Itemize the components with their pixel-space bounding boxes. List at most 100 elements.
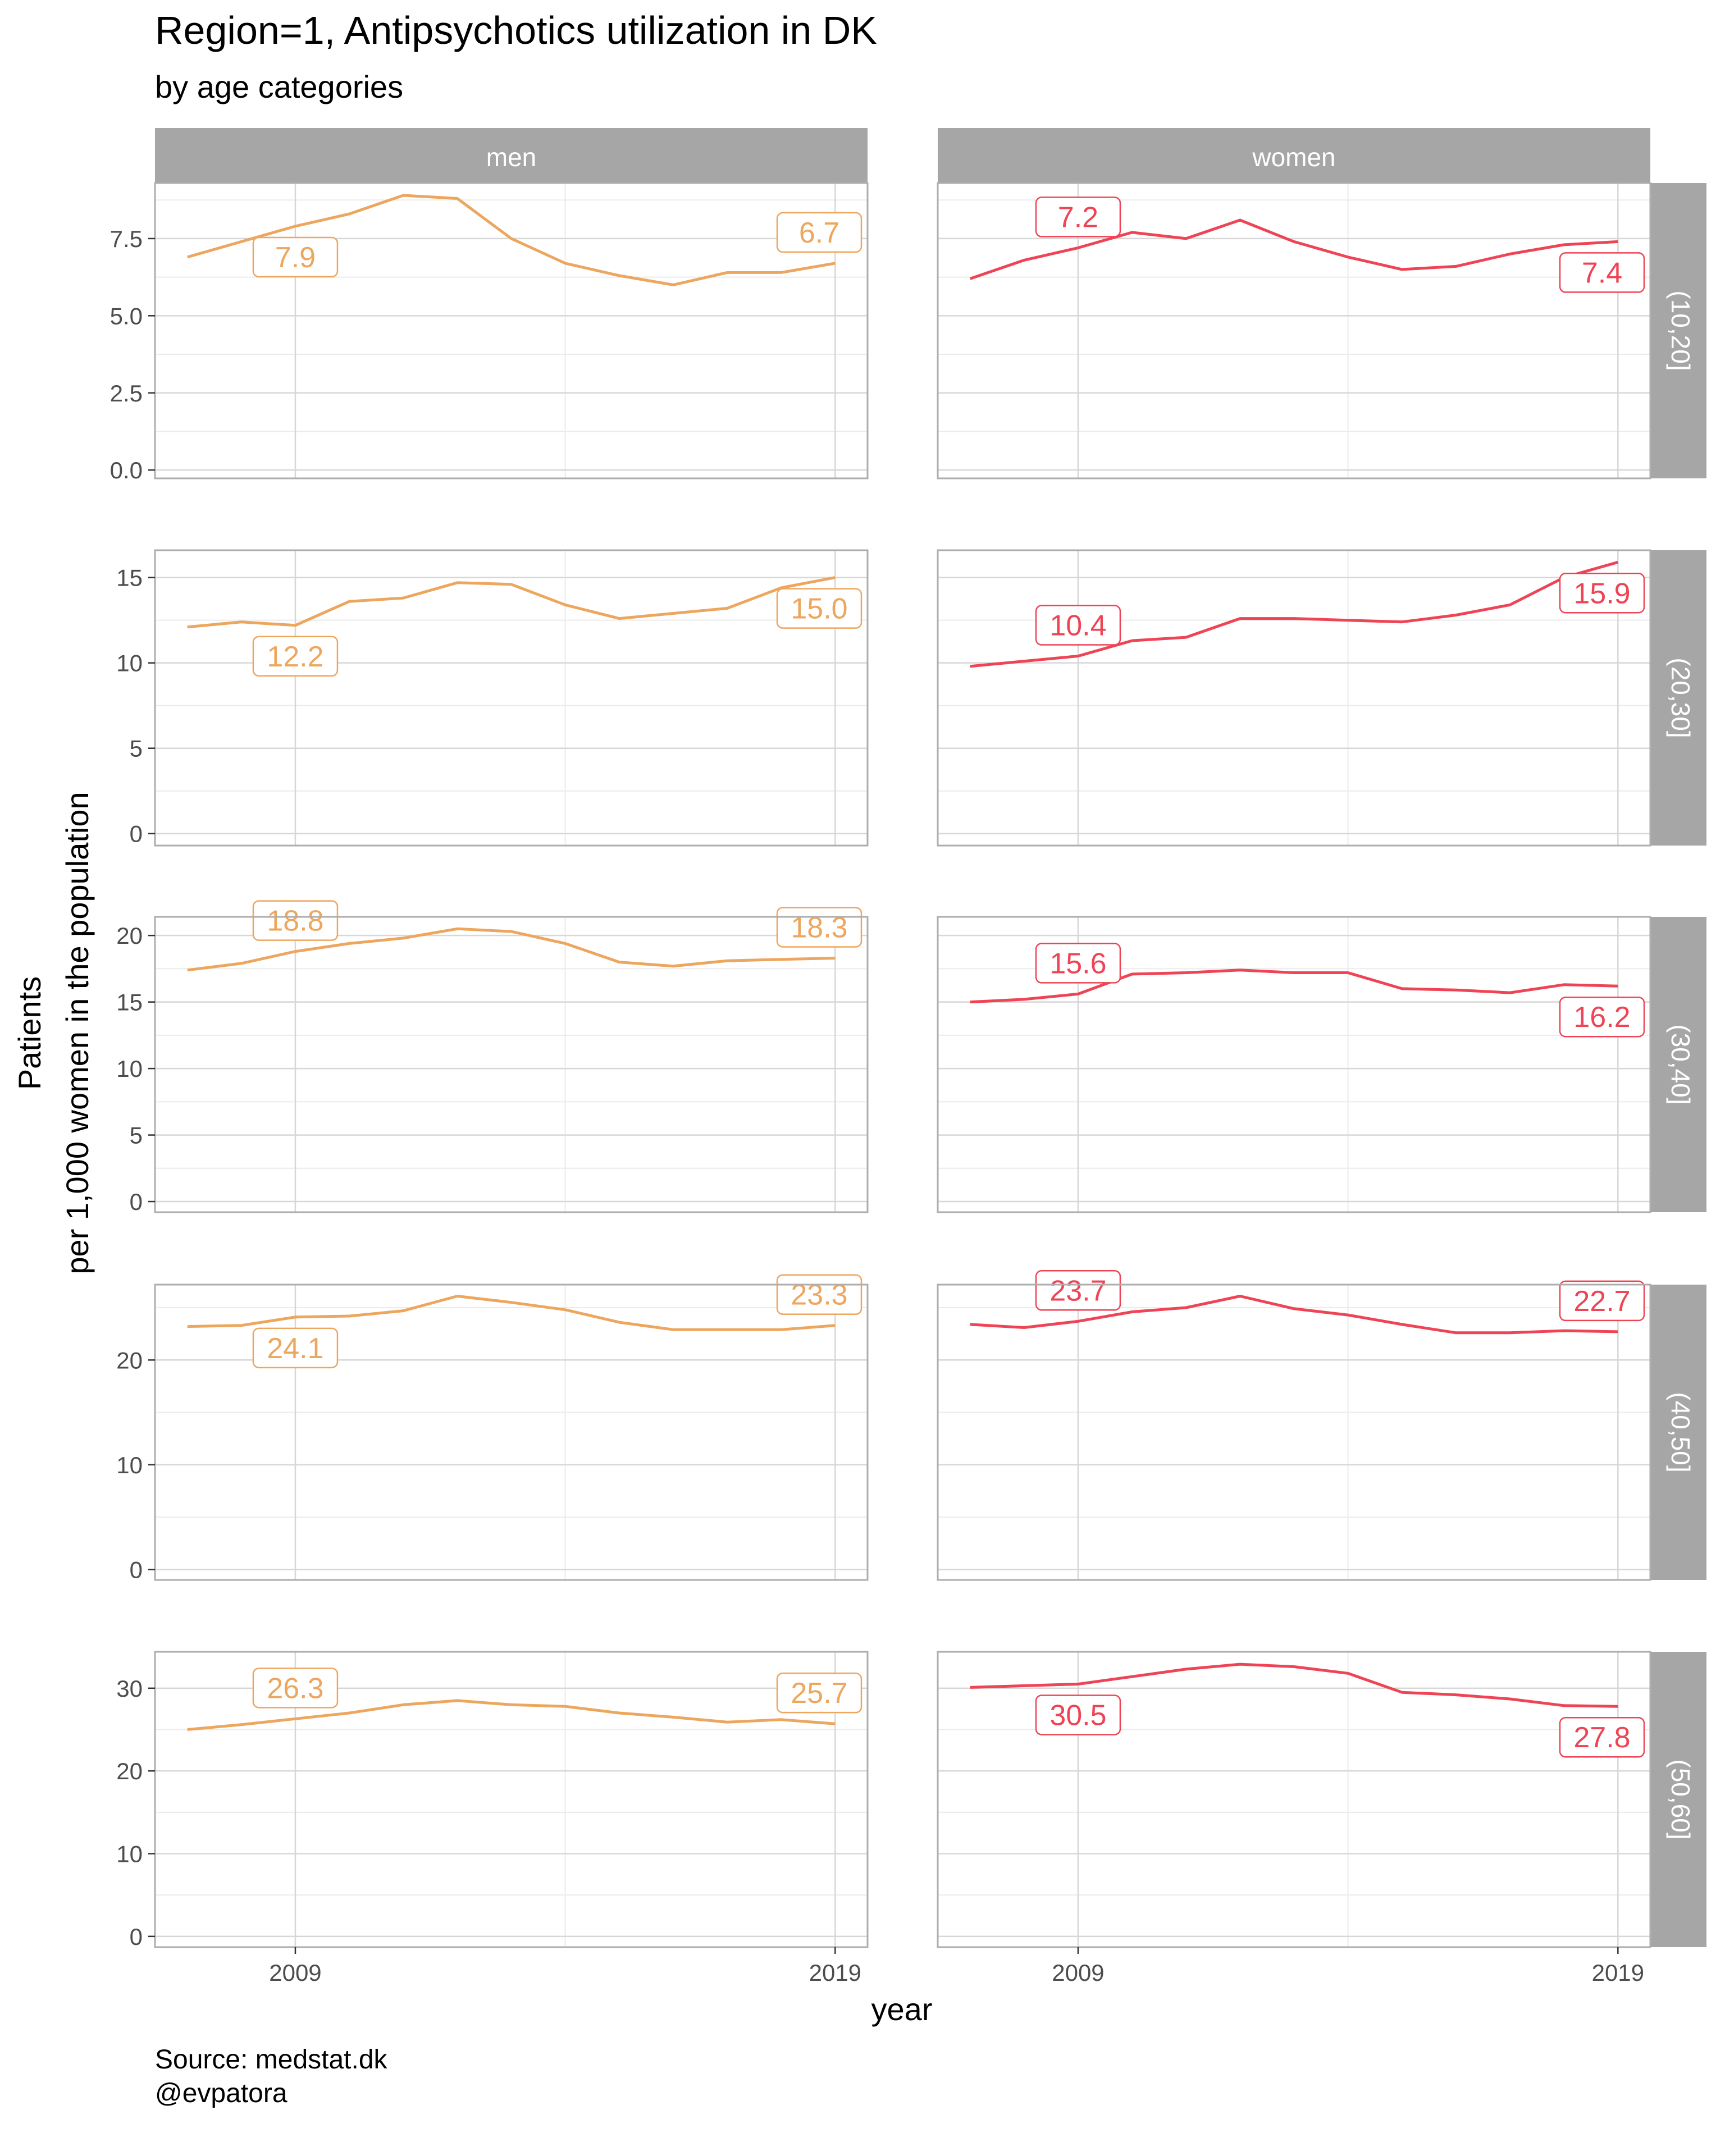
data-label-box-row-2-men — [776, 588, 862, 629]
caption-source: Source: medstat.dk — [155, 2045, 388, 2075]
x-tick-label-women: 2009 — [1052, 1959, 1104, 1986]
row-strip-label-1: (10,20] — [1666, 290, 1695, 371]
panel-border-row-5-men — [154, 1651, 869, 1948]
y-tick-label-row-1: 5.0 — [110, 303, 143, 329]
row-strip-4 — [1650, 1285, 1706, 1580]
y-tick-label-row-5: 0 — [130, 1924, 143, 1950]
data-label-row-4-men: 24.1 — [267, 1332, 323, 1365]
y-axis-label-line-2: per 1,000 women in the population — [60, 792, 95, 1274]
panel-border-row-2-men — [154, 549, 869, 847]
y-tick-label-row-2: 15 — [116, 565, 143, 591]
data-label-row-5-women: 27.8 — [1573, 1721, 1630, 1754]
panel-border-row-1-men — [154, 182, 869, 479]
y-tick-label-row-2: 0 — [130, 821, 143, 847]
series-line-row-4-women — [970, 1295, 1618, 1335]
data-label-row-3-women: 16.2 — [1573, 1001, 1630, 1034]
x-axis-label: year — [871, 1991, 933, 2027]
y-tick-label-row-5: 20 — [116, 1758, 143, 1784]
data-label-box-row-1-men — [252, 236, 339, 278]
data-label-row-2-women: 15.9 — [1573, 577, 1630, 610]
y-tick-label-row-3: 10 — [116, 1056, 143, 1082]
data-label-box-row-3-women — [1035, 943, 1121, 984]
data-label-box-row-5-women — [1559, 1716, 1645, 1758]
data-label-box-row-4-men — [252, 1327, 339, 1369]
facet-panels: men women (10,20] 7.9 6.7 0.0 2.5 5.0 7.5 7.2 7.4 (… — [110, 128, 1706, 1986]
y-tick-label-row-1: 2.5 — [110, 380, 143, 406]
series-line-row-5-women — [970, 1662, 1618, 1708]
panel-border-row-3-men — [154, 916, 869, 1213]
series-line-row-1-men — [187, 194, 836, 286]
row-strip-5 — [1650, 1652, 1706, 1947]
series-line-row-3-men — [187, 927, 836, 972]
data-label-row-1-women: 7.4 — [1582, 257, 1622, 289]
data-label-row-2-women: 10.4 — [1049, 610, 1106, 642]
y-tick-label-row-3: 20 — [116, 922, 143, 949]
row-strip-label-5: (50,60] — [1666, 1759, 1695, 1839]
y-tick-label-row-5: 10 — [116, 1841, 143, 1867]
data-label-box-row-1-women — [1559, 252, 1645, 293]
series-line-row-3-women — [970, 969, 1618, 1004]
y-tick-label-row-4: 10 — [116, 1452, 143, 1478]
data-label-row-2-men: 12.2 — [267, 641, 323, 673]
row-strip-label-2: (20,30] — [1666, 657, 1695, 738]
data-label-box-row-3-men — [252, 900, 339, 941]
y-tick-label-row-3: 15 — [116, 989, 143, 1016]
y-tick-label-row-2: 10 — [116, 650, 143, 677]
x-tick-label-men: 2009 — [269, 1959, 321, 1986]
data-label-row-4-women: 23.7 — [1049, 1275, 1106, 1307]
data-label-row-5-men: 26.3 — [267, 1672, 323, 1705]
panel-border-row-3-women — [937, 916, 1651, 1213]
series-line-row-5-men — [187, 1699, 836, 1731]
row-strip-3 — [1650, 917, 1706, 1212]
column-strip-label-women: women — [1252, 143, 1335, 172]
data-label-box-row-4-women — [1035, 1270, 1121, 1311]
caption-handle: @evpatora — [155, 2079, 288, 2108]
panel-border-row-2-women — [937, 549, 1651, 847]
chart-subtitle: by age categories — [155, 69, 403, 104]
row-strip-1 — [1650, 183, 1706, 478]
data-label-box-row-5-men — [252, 1668, 339, 1709]
row-strip-label-3: (30,40] — [1666, 1024, 1695, 1104]
data-label-box-row-2-women — [1035, 605, 1121, 646]
data-label-row-1-men: 7.9 — [275, 241, 316, 274]
panel-border-row-4-men — [154, 1283, 869, 1581]
y-tick-label-row-1: 7.5 — [110, 226, 143, 252]
y-tick-label-row-5: 30 — [116, 1675, 143, 1702]
data-label-row-4-women: 22.7 — [1573, 1285, 1630, 1318]
x-tick-label-women: 2019 — [1592, 1959, 1644, 1986]
column-strip-women — [938, 128, 1650, 183]
data-label-box-row-2-men — [252, 636, 339, 677]
data-label-row-5-women: 30.5 — [1049, 1699, 1106, 1732]
series-line-row-4-men — [187, 1295, 836, 1331]
series-line-row-1-women — [969, 218, 1618, 280]
y-axis-label: Patients per 1,000 women in the populati… — [12, 792, 95, 1274]
y-tick-label-row-1: 0.0 — [110, 457, 143, 483]
data-label-box-row-5-women — [1035, 1694, 1121, 1735]
column-strip-men — [155, 128, 868, 183]
data-label-box-row-4-women — [1559, 1280, 1645, 1322]
chart-title: Region=1, Antipsychotics utilization in … — [155, 8, 877, 52]
data-label-box-row-3-women — [1559, 996, 1645, 1038]
y-tick-label-row-3: 0 — [130, 1189, 143, 1215]
y-axis-label-line-1: Patients — [12, 976, 47, 1090]
column-strip-label-men: men — [486, 143, 536, 172]
data-label-row-3-men: 18.8 — [267, 905, 323, 938]
row-strip-2 — [1650, 550, 1706, 846]
data-label-box-row-2-women — [1559, 573, 1645, 614]
data-label-row-2-men: 15.0 — [791, 593, 847, 625]
y-tick-label-row-2: 5 — [130, 736, 143, 762]
data-label-row-1-men: 6.7 — [799, 217, 839, 249]
panel-border-row-1-women — [937, 182, 1651, 479]
row-strip-label-4: (40,50] — [1666, 1392, 1695, 1472]
y-tick-label-row-4: 0 — [130, 1556, 143, 1583]
data-label-row-5-men: 25.7 — [791, 1677, 847, 1710]
data-label-box-row-1-women — [1035, 197, 1121, 237]
panel-border-row-5-women — [937, 1651, 1651, 1948]
data-label-box-row-1-men — [776, 212, 862, 253]
series-line-row-2-women — [970, 560, 1618, 668]
data-label-row-3-women: 15.6 — [1049, 947, 1106, 980]
series-line-row-2-men — [187, 576, 836, 629]
x-tick-label-men: 2019 — [809, 1959, 861, 1986]
data-label-row-1-women: 7.2 — [1058, 201, 1098, 234]
